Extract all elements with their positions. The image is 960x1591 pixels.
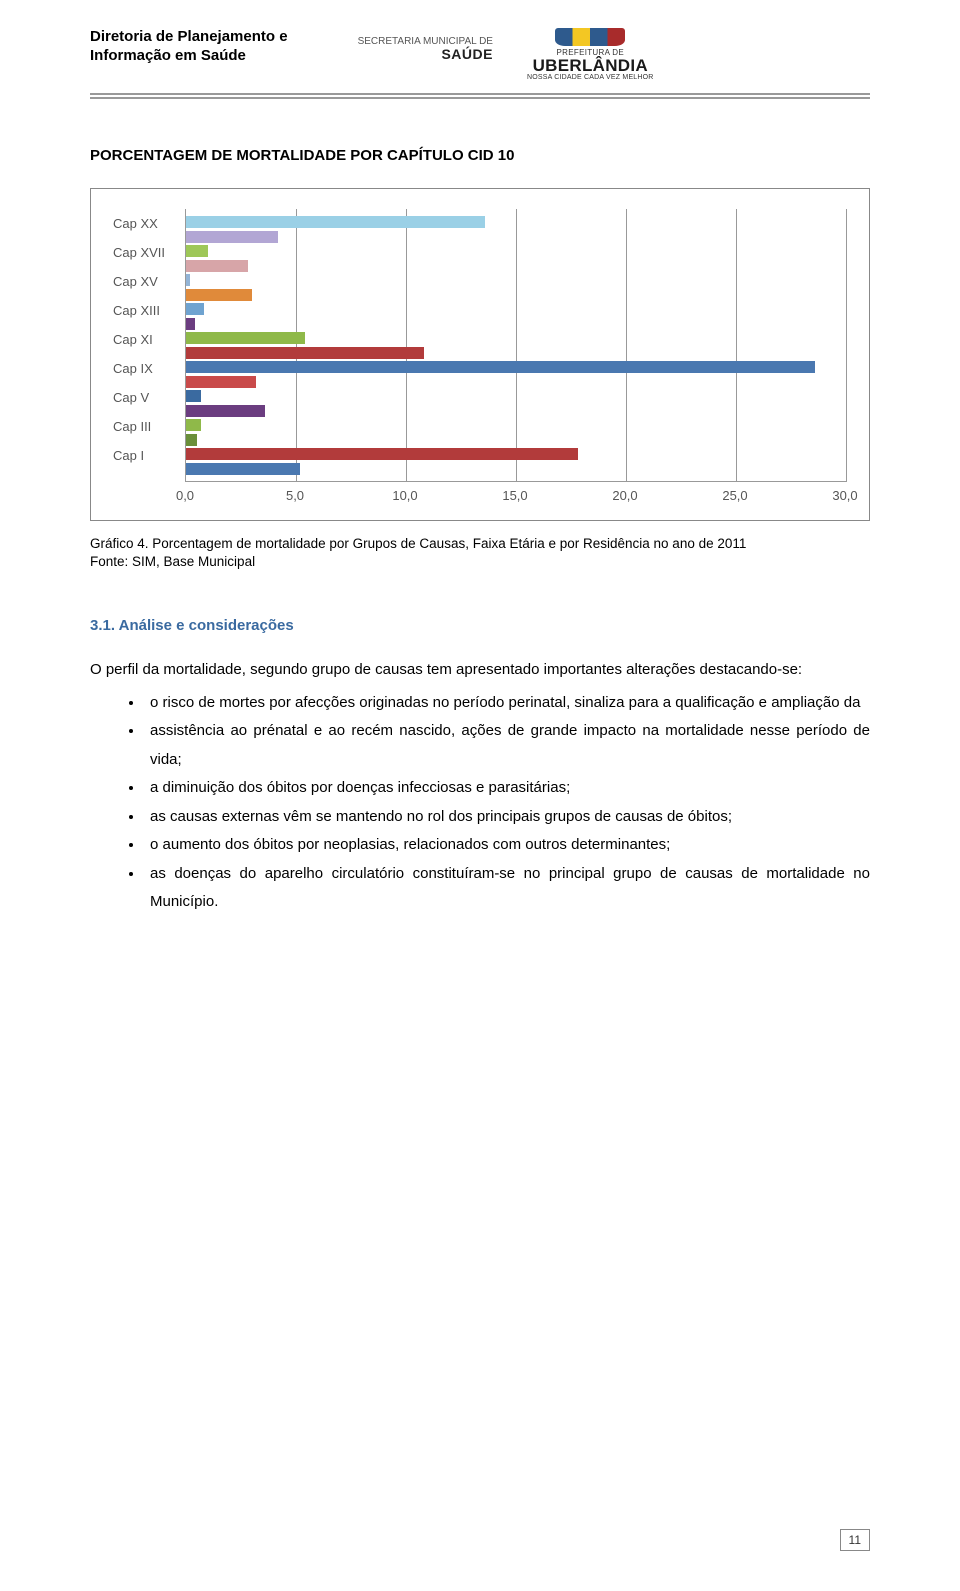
bar-row: [186, 302, 847, 317]
x-tick-label: 20,0: [612, 488, 637, 503]
page: Diretoria de Planejamento e Informação e…: [0, 0, 960, 1591]
x-tick-label: 10,0: [392, 488, 417, 503]
chart-inner: Cap XXCap XVIICap XVCap XIIICap XICap IX…: [113, 209, 847, 482]
bullet-item: o risco de mortes por afecções originada…: [144, 689, 870, 718]
bar: [186, 260, 248, 272]
city-logo: PREFEITURA DE UBERLÂNDIA NOSSA CIDADE CA…: [527, 28, 654, 81]
bar: [186, 274, 190, 286]
chart-title: PORCENTAGEM DE MORTALIDADE POR CAPÍTULO …: [90, 147, 870, 164]
y-tick-label: Cap I: [113, 447, 185, 476]
bar-row: [186, 288, 847, 303]
bullet-item: as doenças do aparelho circulatório cons…: [144, 860, 870, 917]
bar: [186, 347, 424, 359]
y-tick-label: Cap V: [113, 389, 185, 418]
bar-row: [186, 259, 847, 274]
bar: [186, 390, 201, 402]
bar: [186, 303, 204, 315]
flag-icon: [555, 28, 625, 46]
bar: [186, 216, 485, 228]
y-tick-label: Cap XX: [113, 215, 185, 244]
y-tick-label: Cap XVII: [113, 244, 185, 273]
secretaria-big: SAÚDE: [358, 47, 493, 62]
x-axis: 0,05,010,015,020,025,030,0: [185, 488, 845, 506]
x-tick-label: 15,0: [502, 488, 527, 503]
bullet-item: as causas externas vêm se mantendo no ro…: [144, 803, 870, 832]
org-line2: Informação em Saúde: [90, 47, 288, 66]
bar-row: [186, 404, 847, 419]
bar: [186, 419, 201, 431]
bar-row: [186, 433, 847, 448]
y-tick-label: Cap XI: [113, 331, 185, 360]
bar-row: [186, 462, 847, 477]
bar-row: [186, 273, 847, 288]
plot-area: [185, 209, 847, 482]
bar-row: [186, 244, 847, 259]
bar-row: [186, 346, 847, 361]
bar: [186, 318, 195, 330]
bullet-item: a diminuição dos óbitos por doenças infe…: [144, 774, 870, 803]
bar-row: [186, 317, 847, 332]
bar-row: [186, 230, 847, 245]
page-number: 11: [840, 1529, 870, 1551]
bar: [186, 361, 815, 373]
bar: [186, 434, 197, 446]
x-tick-label: 0,0: [176, 488, 194, 503]
x-tick-label: 25,0: [722, 488, 747, 503]
caption-line2: Fonte: SIM, Base Municipal: [90, 553, 870, 571]
bullet-item: assistência ao prénatal e ao recém nasci…: [144, 717, 870, 774]
section-intro: O perfil da mortalidade, segundo grupo d…: [90, 656, 870, 685]
y-tick-label: Cap XIII: [113, 302, 185, 331]
bar: [186, 332, 305, 344]
mortality-chart: Cap XXCap XVIICap XVCap XIIICap XICap IX…: [90, 188, 870, 521]
bar-row: [186, 375, 847, 390]
city-tagline: NOSSA CIDADE CADA VEZ MELHOR: [527, 74, 654, 81]
bars-container: [186, 215, 847, 476]
org-name: Diretoria de Planejamento e Informação e…: [90, 28, 288, 66]
org-line1: Diretoria de Planejamento e: [90, 28, 288, 47]
x-tick-label: 30,0: [832, 488, 857, 503]
bar: [186, 463, 300, 475]
page-header: Diretoria de Planejamento e Informação e…: [90, 28, 870, 81]
bar: [186, 405, 265, 417]
secretaria-block: SECRETARIA MUNICIPAL DE SAÚDE: [358, 36, 493, 62]
bar-row: [186, 331, 847, 346]
bullet-list: o risco de mortes por afecções originada…: [90, 689, 870, 917]
bar: [186, 376, 256, 388]
bullet-item: o aumento dos óbitos por neoplasias, rel…: [144, 831, 870, 860]
bar-row: [186, 418, 847, 433]
y-tick-label: Cap XV: [113, 273, 185, 302]
chart-caption: Gráfico 4. Porcentagem de mortalidade po…: [90, 535, 870, 571]
bar: [186, 231, 278, 243]
city-name: UBERLÂNDIA: [533, 57, 648, 74]
bar: [186, 289, 252, 301]
caption-line1: Gráfico 4. Porcentagem de mortalidade po…: [90, 535, 870, 553]
bar: [186, 448, 578, 460]
y-tick-label: Cap III: [113, 418, 185, 447]
y-tick-label: Cap IX: [113, 360, 185, 389]
y-axis-labels: Cap XXCap XVIICap XVCap XIIICap XICap IX…: [113, 209, 185, 482]
section-body: O perfil da mortalidade, segundo grupo d…: [90, 656, 870, 917]
bar-row: [186, 215, 847, 230]
header-divider: [90, 93, 870, 99]
bar-row: [186, 389, 847, 404]
x-tick-label: 5,0: [286, 488, 304, 503]
bar-row: [186, 360, 847, 375]
section-heading: 3.1. Análise e considerações: [90, 617, 870, 634]
bar-row: [186, 447, 847, 462]
bar: [186, 245, 208, 257]
